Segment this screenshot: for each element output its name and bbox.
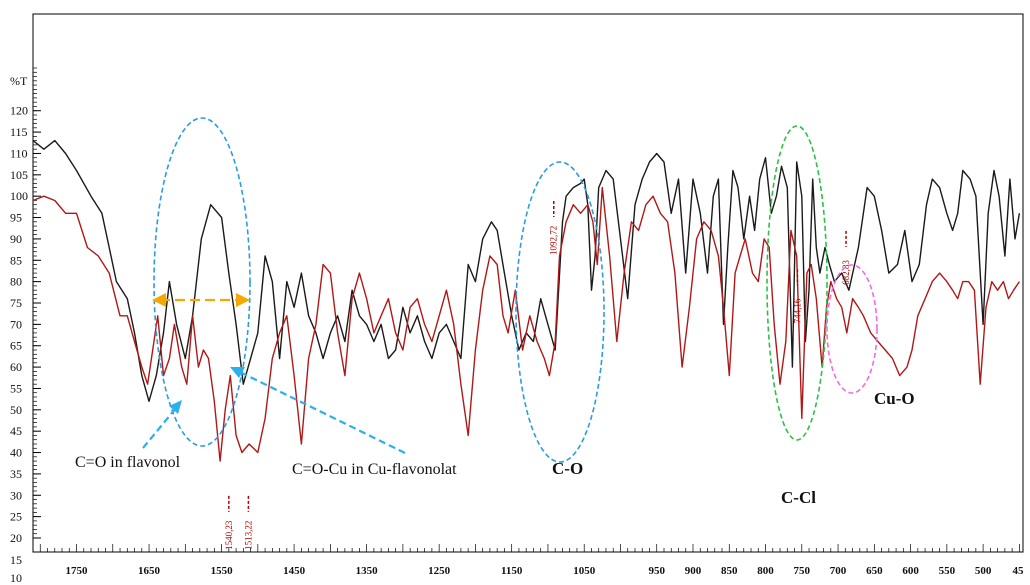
y-tick-label: 15: [10, 553, 22, 567]
y-tick-label: 20: [10, 531, 22, 545]
x-tick-label: 800: [757, 565, 774, 577]
y-tick-label: 25: [10, 510, 22, 524]
x-tick-label: 750: [794, 565, 811, 577]
x-tick-label: 900: [685, 565, 702, 577]
y-axis-ticks: 10 15 20 25 30 35 40 45 50 55 60 65 70 75 80 85 90 95 100 1…: [10, 104, 41, 585]
flavonol-carbonyl-region: [153, 117, 251, 447]
y-tick-label: 50: [10, 403, 22, 417]
x-tick-label: 1150: [501, 565, 523, 577]
y-tick-label: 70: [10, 317, 22, 331]
plot-frame: [32, 13, 1024, 553]
x-tick-label: 600: [902, 565, 919, 577]
peak-markers: 1540,23 1513,22 1092,72 744,16 682,83: [224, 201, 851, 550]
label-co-flavonol: C=O in flavonol: [75, 454, 181, 471]
y-tick-label: 80: [10, 275, 22, 289]
axis-minor-ticks: [32, 67, 1020, 552]
cu-flavonolat-arrow: [230, 367, 406, 454]
x-tick-label: 1450: [283, 565, 306, 577]
x-tick-label: 500: [975, 565, 992, 577]
peak-label: 744,16: [792, 298, 802, 323]
y-tick-label: 85: [10, 253, 22, 267]
x-tick-label: 550: [939, 565, 956, 577]
peak-label: 1540,23: [224, 520, 234, 550]
x-tick-label: 1250: [428, 565, 451, 577]
y-tick-label: 115: [10, 125, 28, 139]
peak-label: 1513,22: [243, 521, 253, 550]
y-tick-label: 100: [10, 189, 28, 203]
y-tick-label: 45: [10, 424, 22, 438]
c-o-region: [515, 161, 605, 463]
y-axis-label: %T: [10, 74, 28, 88]
label-c-o: C-O: [552, 459, 583, 478]
x-tick-label: 650: [866, 565, 883, 577]
x-tick-label: 850: [721, 565, 738, 577]
x-tick-label: 700: [830, 565, 847, 577]
y-tick-label: 30: [10, 488, 22, 502]
spectrum-line-2: [32, 186, 1020, 462]
y-tick-label: 40: [10, 446, 22, 460]
x-tick-label: 1650: [138, 565, 161, 577]
y-tick-label: 110: [10, 146, 28, 160]
label-c-cl: C-Cl: [781, 488, 816, 507]
spectrum-line-1: [32, 139, 1021, 402]
y-tick-label: 55: [10, 381, 22, 395]
y-tick-label: 120: [10, 104, 28, 118]
peak-label: 682,83: [841, 260, 851, 285]
x-axis-ticks: 1750 1650 1550 1450 1350 1250 1150 1050 950 900 85…: [66, 565, 1024, 577]
y-tick-label: 60: [10, 360, 22, 374]
y-tick-label: 65: [10, 339, 22, 353]
label-co-cu-flavonolat: C=O-Cu in Cu-flavonolat: [292, 461, 457, 478]
y-tick-label: 35: [10, 467, 22, 481]
x-tick-label: 1350: [356, 565, 379, 577]
x-tick-label: 950: [648, 565, 665, 577]
peak-label: 1092,72: [549, 226, 559, 255]
annotation-layer: C=O in flavonol C=O-Cu in Cu-flavonolat …: [75, 117, 915, 507]
flavonol-arrow: [142, 400, 182, 449]
y-tick-label: 10: [10, 571, 22, 585]
label-cu-o: Cu-O: [874, 389, 915, 408]
plot-border: [32, 13, 1024, 553]
width-arrow: [152, 293, 250, 307]
y-tick-label: 90: [10, 232, 22, 246]
x-tick-label: 45: [1013, 565, 1025, 577]
c-cl-region: [766, 125, 828, 441]
x-tick-label: 1750: [66, 565, 89, 577]
y-tick-label: 75: [10, 296, 22, 310]
y-tick-label: 105: [10, 168, 28, 182]
y-tick-label: 95: [10, 211, 22, 225]
x-tick-label: 1550: [211, 565, 234, 577]
x-tick-label: 1050: [573, 565, 596, 577]
cu-o-region: [826, 264, 878, 394]
spectra: [32, 139, 1021, 462]
